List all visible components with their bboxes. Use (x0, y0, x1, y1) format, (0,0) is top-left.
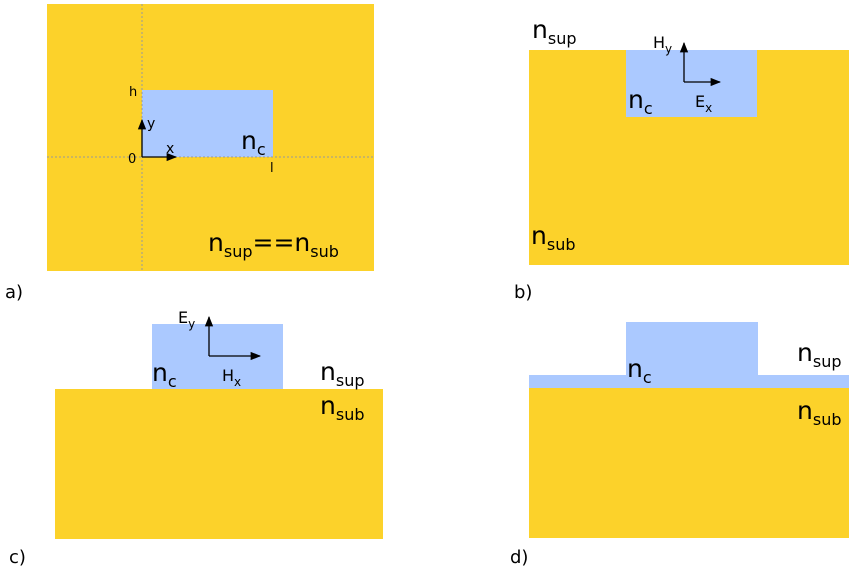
panel-c-substrate (55, 389, 383, 539)
panel-c: Ey Hx nc nsup nsub c) (9, 308, 383, 568)
panel-a-tick-l: l (270, 161, 274, 176)
panel-c-label: c) (9, 547, 26, 568)
panel-a: y x h 0 l nc nsup==nsub a) (5, 4, 374, 303)
panel-d-label: d) (510, 547, 528, 568)
panel-a-label: a) (5, 282, 23, 303)
panel-d: nc nsup nsub d) (510, 322, 849, 568)
panel-d-substrate (529, 388, 849, 538)
panel-a-tick-h: h (129, 85, 137, 100)
panel-a-axis-x: x (166, 141, 174, 157)
panel-b-sup-label: nsup (532, 15, 577, 48)
panel-d-core (626, 322, 758, 388)
panel-d-sup-label: nsup (797, 338, 842, 371)
panel-c-sup-label: nsup (320, 357, 365, 390)
panel-b-core (626, 50, 757, 117)
panel-a-axis-y: y (147, 116, 155, 132)
panel-a-core (142, 90, 273, 157)
panel-a-tick-zero: 0 (128, 152, 136, 167)
panel-b: Hy Ex nc nsup nsub b) (514, 15, 849, 303)
panel-b-label: b) (514, 282, 532, 303)
